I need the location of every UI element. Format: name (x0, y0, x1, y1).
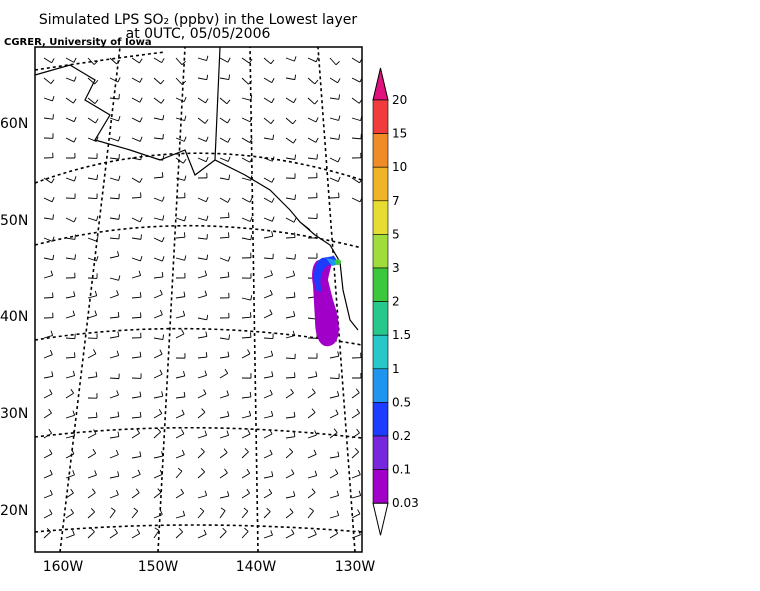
colorbar-band (373, 100, 388, 134)
lon-label: 160W (43, 559, 84, 575)
colorbar-band (373, 201, 388, 235)
lat-label: 50N (0, 213, 28, 229)
colorbar-band (373, 470, 388, 504)
wind-barb-tick (250, 332, 251, 337)
lon-label: 140W (236, 559, 277, 575)
colorbar-label: 1.5 (392, 328, 411, 342)
wind-barb-tick (250, 312, 251, 317)
wind-barb-tick (119, 214, 120, 219)
colorbar-label: 0.1 (392, 463, 411, 477)
colorbar-bottom-triangle (373, 503, 388, 535)
colorbar-band (373, 335, 388, 369)
lat-label: 60N (0, 116, 28, 132)
colorbar-top-triangle (373, 68, 388, 100)
wind-barb (308, 218, 317, 219)
lat-label: 40N (0, 309, 28, 325)
wind-barb (220, 217, 229, 218)
wind-barb (44, 297, 53, 298)
colorbar-label: 1 (392, 362, 400, 376)
colorbar-label: 7 (392, 194, 400, 208)
wind-barb (132, 197, 141, 198)
wind-barb (88, 198, 97, 199)
wind-barb (330, 378, 339, 379)
colorbar-band (373, 134, 388, 168)
wind-barb-tick (294, 292, 295, 297)
wind-barb-tick (53, 114, 54, 119)
colorbar-band (373, 436, 388, 470)
colorbar-label: 0.03 (392, 496, 419, 510)
colorbar-band (373, 302, 388, 336)
colorbar-label: 0.2 (392, 429, 411, 443)
wind-barb-tick (53, 214, 54, 219)
wind-barb-tick (75, 254, 76, 259)
colorbar-band (373, 369, 388, 403)
wind-barb (264, 338, 273, 339)
wind-barb-tick (140, 292, 141, 297)
colorbar-band (373, 268, 388, 302)
map-area (35, 47, 362, 552)
wind-barb (110, 378, 119, 379)
wind-barb (66, 338, 75, 339)
colorbar-band (373, 402, 388, 436)
lon-label: 130W (335, 559, 376, 575)
colorbar-band (373, 234, 388, 268)
wind-barb-tick (96, 412, 97, 417)
colorbar-label: 0.5 (392, 395, 411, 409)
wind-barb (286, 237, 295, 238)
wind-barb-tick (141, 234, 142, 239)
colorbar-label: 20 (392, 93, 407, 107)
wind-barb-tick (228, 232, 229, 237)
wind-barb-tick (74, 352, 75, 357)
wind-barb-tick (162, 172, 163, 177)
wind-barb (132, 317, 141, 318)
wind-barb (286, 377, 295, 378)
wind-barb-tick (317, 154, 318, 159)
colorbar: 20 15 10 7 5 3 2 1.5 1 0.5 0.2 0.1 0.03 (373, 68, 419, 535)
colorbar-label: 15 (392, 127, 407, 141)
colorbar-label: 2 (392, 295, 400, 309)
plume-source (335, 259, 341, 265)
lat-label: 30N (0, 406, 28, 422)
colorbar-label: 5 (392, 227, 400, 241)
colorbar-label: 3 (392, 261, 400, 275)
lon-label: 150W (138, 559, 179, 575)
lat-label: 20N (0, 503, 28, 519)
colorbar-band (373, 167, 388, 201)
wind-barb-tick (184, 232, 185, 237)
colorbar-label: 10 (392, 160, 407, 174)
wind-barb-tick (339, 94, 340, 99)
